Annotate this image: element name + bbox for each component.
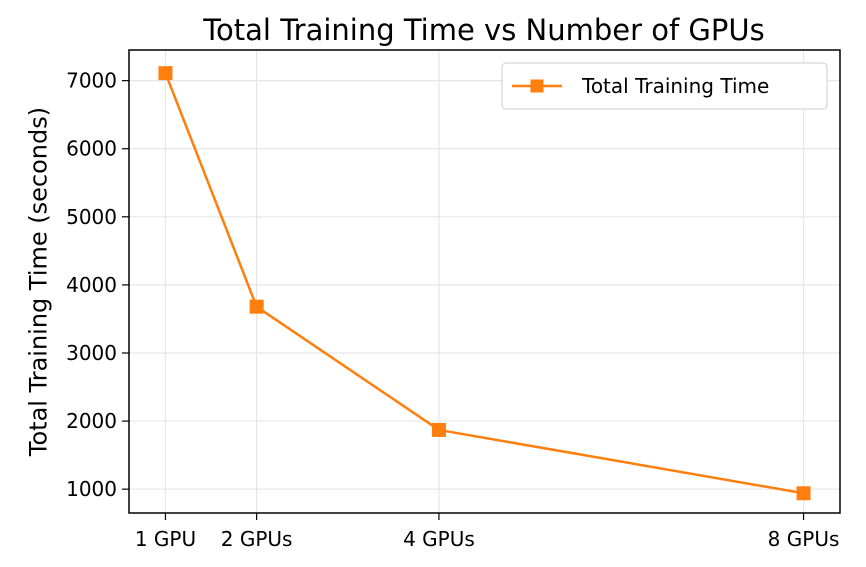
y-tick-label: 7000 <box>66 69 117 93</box>
y-axis-label: Total Training Time (seconds) <box>24 107 52 457</box>
tick-labels: 1000 2000 3000 4000 5000 6000 7000 1 GPU 2 GPUs 4… <box>66 69 839 551</box>
x-tick-label: 8 GPUs <box>768 527 840 551</box>
data-point-marker <box>431 422 446 437</box>
y-tick-label: 2000 <box>66 409 117 433</box>
data-point-marker <box>796 486 811 501</box>
x-tick-label: 4 GPUs <box>403 527 475 551</box>
legend-marker-icon <box>530 79 544 93</box>
legend-box <box>501 62 828 110</box>
y-tick-label: 3000 <box>66 341 117 365</box>
legend: Total Training Time <box>501 62 828 110</box>
x-tick-label: 2 GPUs <box>221 527 293 551</box>
series-line <box>164 72 804 495</box>
legend-label: Total Training Time <box>581 74 769 98</box>
y-tick-label: 6000 <box>66 137 117 161</box>
series-layer <box>158 66 811 501</box>
plot-frame <box>128 49 841 514</box>
x-tick-label: 1 GPU <box>135 527 196 551</box>
y-tick-label: 5000 <box>66 205 117 229</box>
y-tick-label: 4000 <box>66 273 117 297</box>
chart-title: Total Training Time vs Number of GPUs <box>202 13 764 47</box>
data-point-marker <box>249 299 264 314</box>
tick-marks <box>122 80 805 520</box>
y-tick-label: 1000 <box>66 477 117 501</box>
data-point-marker <box>158 66 173 81</box>
